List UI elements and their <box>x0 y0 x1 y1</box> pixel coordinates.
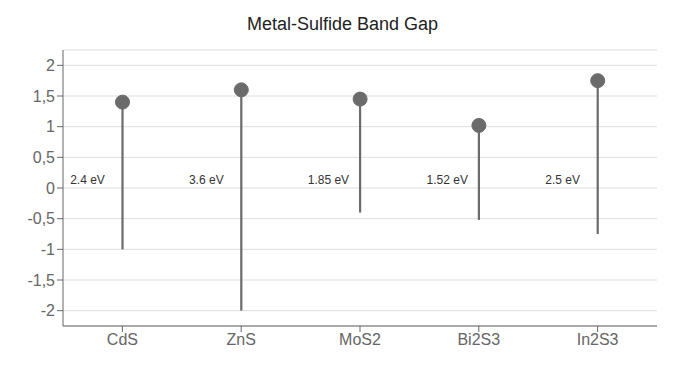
svg-text:Bi2S3: Bi2S3 <box>457 331 500 348</box>
svg-text:-0,5: -0,5 <box>27 210 55 227</box>
svg-text:1.85 eV: 1.85 eV <box>308 173 349 187</box>
svg-text:1: 1 <box>46 118 55 135</box>
svg-text:ZnS: ZnS <box>227 331 256 348</box>
svg-text:-1: -1 <box>41 241 55 258</box>
svg-text:3.6 eV: 3.6 eV <box>189 173 224 187</box>
svg-text:CdS: CdS <box>107 331 138 348</box>
svg-text:2.5 eV: 2.5 eV <box>545 173 580 187</box>
svg-text:-2: -2 <box>41 302 55 319</box>
svg-text:0: 0 <box>46 180 55 197</box>
svg-text:1,5: 1,5 <box>33 88 55 105</box>
svg-text:0,5: 0,5 <box>33 149 55 166</box>
svg-text:2.4 eV: 2.4 eV <box>70 173 105 187</box>
svg-text:2: 2 <box>46 57 55 74</box>
html-text:Metal-Sulfide Band Gap: Metal-Sulfide Band Gap <box>246 14 438 34</box>
svg-text:MoS2: MoS2 <box>339 331 381 348</box>
svg-text:-1,5: -1,5 <box>27 272 55 289</box>
svg-text:In2S3: In2S3 <box>577 331 619 348</box>
svg-text:1.52 eV: 1.52 eV <box>427 173 468 187</box>
